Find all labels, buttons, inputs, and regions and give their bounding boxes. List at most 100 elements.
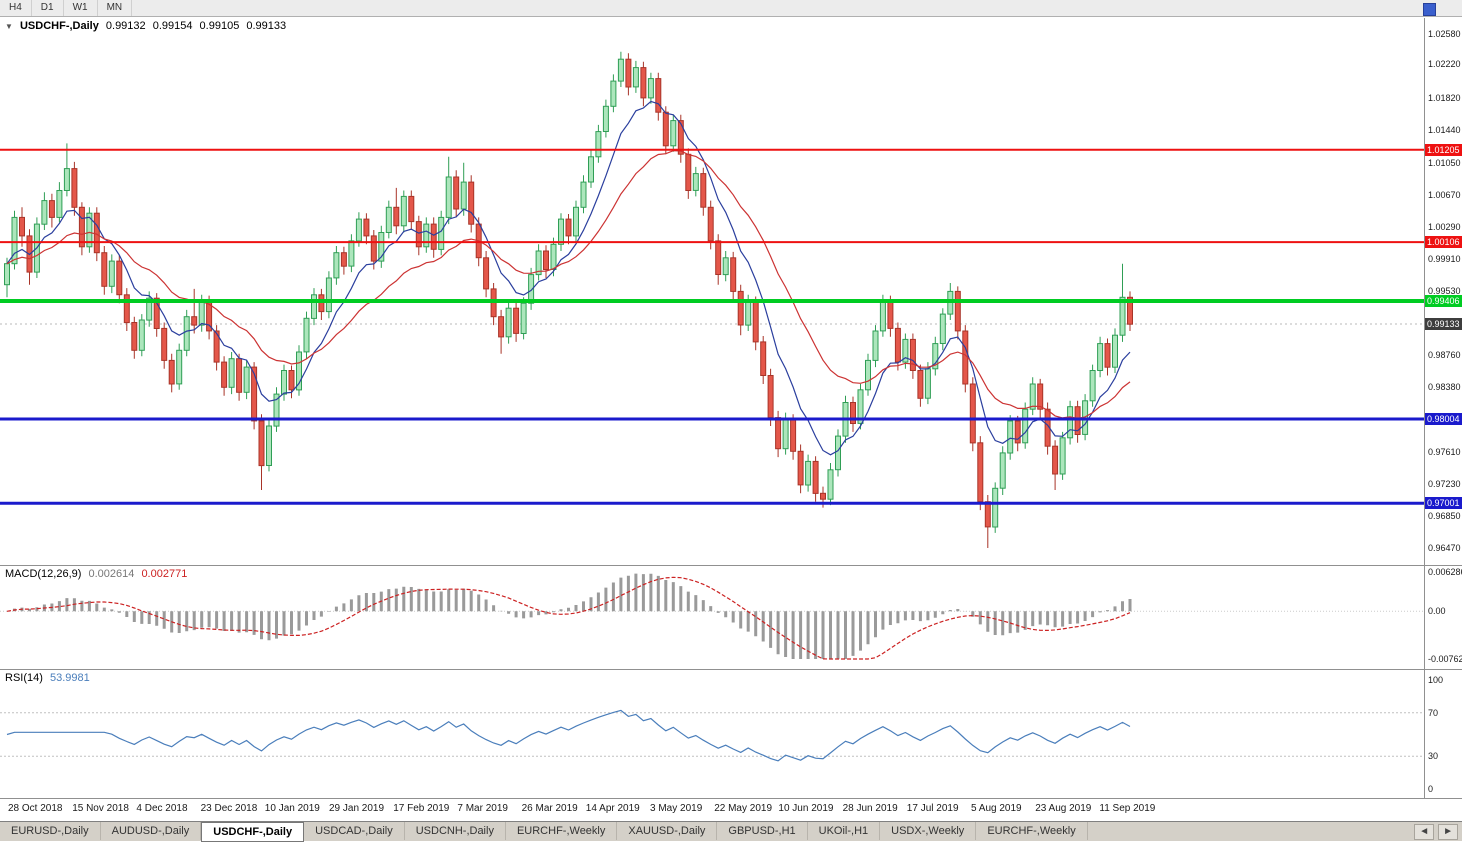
macd-axis-label: 0.006286 — [1428, 567, 1462, 577]
symbol-header: ▼ USDCHF-,Daily 0.99132 0.99154 0.99105 … — [5, 20, 290, 32]
price-axis-label: 1.00670 — [1428, 189, 1461, 200]
rsi-header: RSI(14) 53.9981 — [5, 672, 94, 684]
ohlc-high: 0.99154 — [152, 20, 193, 32]
price-axis-label: 0.97230 — [1428, 479, 1461, 490]
time-axis-label: 15 Nov 2018 — [72, 803, 129, 814]
time-axis-label: 3 May 2019 — [650, 803, 703, 814]
price-level-badge: 0.97001 — [1425, 497, 1462, 510]
price-axis-label: 0.98380 — [1428, 382, 1461, 393]
rsi-axis: 100 70 30 0 — [1424, 670, 1462, 798]
price-axis-label: 0.99530 — [1428, 285, 1461, 296]
chart-tab-eurchf-weekly[interactable]: EURCHF-,Weekly — [976, 821, 1088, 840]
chart-tab-eurchf-weekly[interactable]: EURCHF-,Weekly — [506, 821, 618, 840]
rsi-axis-label: 100 — [1428, 675, 1444, 685]
price-axis-label: 0.99910 — [1428, 253, 1461, 264]
rsi-chart-svg — [0, 709, 1424, 762]
macd-axis: 0.006286 0.00 -0.00762 — [1424, 566, 1462, 669]
chart-tab-usdchf-daily[interactable]: USDCHF-,Daily — [201, 821, 305, 842]
price-axis-label: 1.01440 — [1428, 124, 1461, 135]
down-candle-bodies — [19, 58, 1133, 528]
macd-pane: MACD(12,26,9) 0.002614 0.002771 0.006286… — [0, 566, 1462, 670]
price-chart-svg — [0, 51, 1424, 548]
ohlc-low: 0.99105 — [199, 20, 240, 32]
rsi-axis-label: 70 — [1428, 707, 1439, 718]
timeframe-button-mn[interactable]: MN — [98, 0, 133, 16]
rsi-axis-label: 0 — [1428, 784, 1434, 794]
macd-axis-label: 0.00 — [1428, 606, 1446, 617]
time-axis-label: 4 Dec 2018 — [136, 803, 188, 814]
time-axis-label: 17 Jul 2019 — [906, 803, 959, 814]
price-axis-label: 1.02220 — [1428, 59, 1461, 70]
macd-axis-label: -0.00762 — [1428, 654, 1462, 664]
ohlc-open: 0.99132 — [105, 20, 146, 32]
price-axis: 1.02580 1.02220 1.01820 1.01440 1.01050 1.006… — [1424, 18, 1462, 565]
chart-tab-audusd-daily[interactable]: AUDUSD-,Daily — [101, 821, 202, 840]
price-axis-label: 1.01050 — [1428, 157, 1461, 168]
time-axis-label: 7 Mar 2019 — [457, 803, 508, 814]
time-axis-label: 17 Feb 2019 — [393, 803, 450, 814]
time-axis-label: 14 Apr 2019 — [585, 803, 640, 814]
collapse-icon[interactable]: ▼ — [5, 22, 13, 31]
rsi-value: 53.9981 — [49, 672, 90, 684]
price-axis-label: 0.98760 — [1428, 350, 1461, 361]
chart-tab-gbpusd-h1[interactable]: GBPUSD-,H1 — [717, 821, 808, 840]
symbol-label: USDCHF-,Daily — [19, 20, 99, 32]
time-axis-label: 28 Oct 2018 — [8, 803, 63, 814]
window-icon[interactable] — [1423, 3, 1436, 16]
chart-tabs: EURUSD-,Daily AUDUSD-,Daily USDCHF-,Daily U… — [0, 821, 1088, 842]
tab-navigation: ◄ ► — [1414, 824, 1458, 840]
timeframe-button-d1[interactable]: D1 — [32, 0, 64, 16]
time-axis-label: 23 Aug 2019 — [1035, 803, 1092, 814]
timeframe-button-h4[interactable]: H4 — [0, 0, 32, 16]
price-axis-label: 0.97610 — [1428, 447, 1461, 458]
time-axis-label: 10 Jan 2019 — [264, 803, 320, 814]
price-pane: ▼ USDCHF-,Daily 0.99132 0.99154 0.99105 … — [0, 18, 1462, 566]
time-axis-label: 5 Aug 2019 — [971, 803, 1022, 814]
tab-next-icon[interactable]: ► — [1438, 824, 1458, 840]
ma-slow-line — [6, 150, 1131, 420]
current-price-badge: 0.99133 — [1425, 317, 1462, 330]
macd-label: MACD(12,26,9) — [5, 568, 82, 580]
price-level-badge: 0.99406 — [1425, 295, 1462, 307]
macd-signal-line — [6, 576, 1131, 660]
time-axis-label: 26 Mar 2019 — [521, 803, 578, 814]
time-axis: 28 Oct 2018 15 Nov 2018 4 Dec 2018 23 Dec 2… — [0, 799, 1462, 821]
macd-main-value: 0.002614 — [88, 568, 135, 580]
chart-tab-usdx-weekly[interactable]: USDX-,Weekly — [880, 821, 977, 840]
time-axis-label: 11 Sep 2019 — [1099, 803, 1156, 814]
tab-prev-icon[interactable]: ◄ — [1414, 824, 1435, 840]
price-axis-label: 1.02580 — [1428, 29, 1461, 39]
timeframe-buttons: H4 D1 W1 MN — [0, 0, 133, 16]
time-axis-label: 29 Jan 2019 — [329, 803, 385, 814]
timeframe-toolbar: H4 D1 W1 MN — [0, 0, 1462, 17]
chart-tab-eurusd-daily[interactable]: EURUSD-,Daily — [0, 821, 101, 840]
timeframe-button-w1[interactable]: W1 — [64, 0, 98, 16]
price-axis-label: 1.01820 — [1428, 92, 1461, 103]
price-axis-label: 0.96470 — [1428, 543, 1461, 553]
price-level-badge: 1.01205 — [1425, 143, 1462, 156]
rsi-pane: RSI(14) 53.9981 100 70 30 0 — [0, 670, 1462, 799]
chart-tab-xauusd-daily[interactable]: XAUUSD-,Daily — [617, 821, 718, 840]
ma-fast-line — [6, 100, 1131, 456]
time-axis-label: 10 Jun 2019 — [778, 803, 834, 814]
macd-histogram — [13, 573, 1132, 659]
rsi-axis-label: 30 — [1428, 751, 1439, 762]
chart-tab-usdcad-daily[interactable]: USDCAD-,Daily — [304, 821, 405, 840]
chart-tab-ukoil-h1[interactable]: UKOil-,H1 — [808, 821, 881, 840]
rsi-line — [6, 709, 1131, 762]
rsi-label: RSI(14) — [5, 672, 43, 684]
macd-chart-svg — [0, 573, 1424, 660]
price-level-badge: 0.98004 — [1425, 412, 1462, 425]
macd-signal-value: 0.002771 — [141, 568, 188, 580]
price-level-badge: 1.00106 — [1425, 236, 1462, 249]
time-axis-label: 22 May 2019 — [714, 803, 773, 814]
chart-tab-usdcnh-daily[interactable]: USDCNH-,Daily — [405, 821, 506, 840]
price-axis-label: 1.00290 — [1428, 221, 1461, 232]
time-axis-label: 28 Jun 2019 — [842, 803, 898, 814]
price-axis-label: 0.96850 — [1428, 511, 1461, 522]
chart-tabs-bar: EURUSD-,Daily AUDUSD-,Daily USDCHF-,Daily U… — [0, 821, 1462, 842]
macd-header: MACD(12,26,9) 0.002614 0.002771 — [5, 568, 191, 580]
time-axis-label: 23 Dec 2018 — [200, 803, 258, 814]
ohlc-close: 0.99133 — [246, 20, 287, 32]
